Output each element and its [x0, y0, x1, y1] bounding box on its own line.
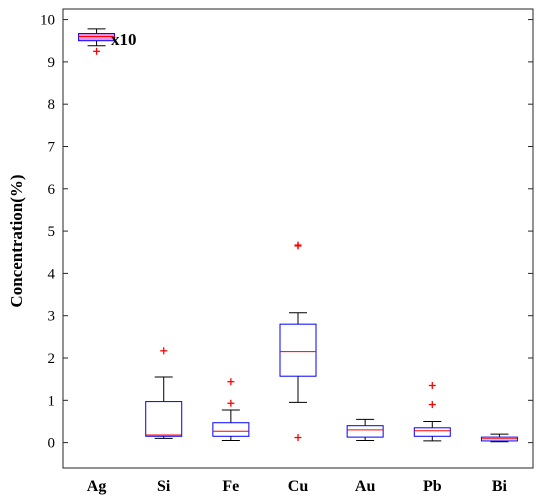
x-axis: Ag Si Fe Cu Au Pb Bi — [87, 478, 508, 495]
box-au — [346, 418, 384, 442]
box-iqr — [413, 427, 451, 437]
x-tick-label-au: Au — [355, 478, 376, 495]
box-si — [145, 347, 183, 439]
box-fe — [212, 378, 250, 442]
y-tick-label: 2 — [48, 351, 56, 367]
box-pb — [413, 382, 451, 442]
box-series — [78, 28, 518, 443]
y-tick-label: 6 — [48, 182, 56, 198]
y-tick-label: 7 — [48, 139, 56, 155]
plot-area — [62, 8, 534, 469]
y-tick-label: 9 — [48, 55, 56, 71]
y-axis: 0 1 2 3 4 5 6 7 8 9 10 — [40, 13, 533, 452]
x-tick-label-cu: Cu — [288, 478, 309, 495]
y-tick-label: 4 — [48, 266, 56, 282]
box-ag — [78, 28, 116, 55]
y-tick-label: 10 — [40, 13, 55, 29]
box-iqr — [145, 401, 183, 437]
x-tick-label-fe: Fe — [222, 478, 239, 495]
y-tick-label: 3 — [48, 309, 56, 325]
box-iqr — [78, 33, 116, 42]
box-iqr — [212, 422, 250, 437]
x-tick-label-ag: Ag — [87, 478, 107, 495]
y-tick-label: 1 — [48, 393, 56, 409]
box-iqr — [279, 323, 317, 377]
y-tick-label: 8 — [48, 97, 56, 113]
box-iqr — [346, 425, 384, 438]
y-axis-label: Concentration(%) — [7, 174, 26, 307]
y-tick-label: 5 — [48, 224, 56, 240]
x-tick-label-bi: Bi — [492, 478, 508, 495]
scale-annotation: x10 — [111, 30, 137, 49]
y-tick-label: 0 — [48, 436, 56, 452]
box-cu — [279, 241, 317, 442]
x-tick-label-pb: Pb — [423, 478, 442, 495]
x-tick-label-si: Si — [157, 478, 171, 495]
box-bi — [480, 433, 518, 443]
